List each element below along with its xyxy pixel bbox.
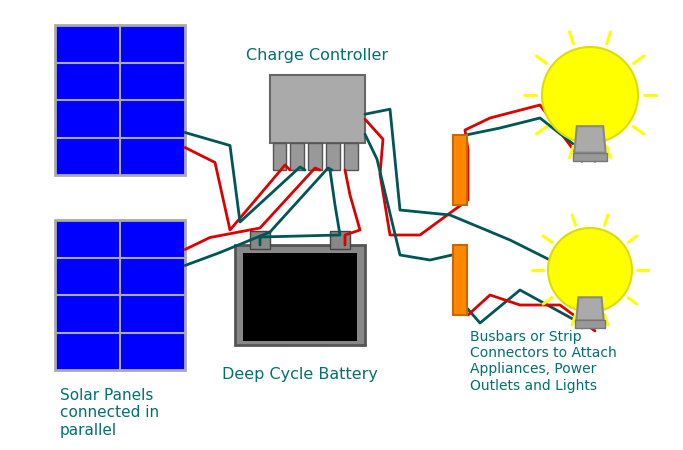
FancyBboxPatch shape (243, 253, 357, 341)
Text: Charge Controller: Charge Controller (247, 48, 389, 63)
FancyBboxPatch shape (326, 144, 339, 170)
FancyBboxPatch shape (575, 320, 605, 328)
FancyBboxPatch shape (273, 144, 286, 170)
FancyBboxPatch shape (453, 245, 467, 315)
FancyBboxPatch shape (55, 220, 185, 370)
FancyBboxPatch shape (55, 25, 185, 175)
FancyBboxPatch shape (235, 245, 365, 345)
FancyBboxPatch shape (453, 135, 467, 205)
FancyBboxPatch shape (290, 144, 304, 170)
FancyBboxPatch shape (250, 231, 270, 249)
Circle shape (542, 47, 638, 143)
FancyBboxPatch shape (573, 153, 607, 161)
FancyBboxPatch shape (330, 231, 350, 249)
Circle shape (548, 228, 632, 312)
Polygon shape (576, 297, 604, 320)
Polygon shape (574, 126, 606, 153)
FancyBboxPatch shape (308, 144, 322, 170)
Text: Deep Cycle Battery: Deep Cycle Battery (222, 367, 378, 382)
Text: Busbars or Strip
Connectors to Attach
Appliances, Power
Outlets and Lights: Busbars or Strip Connectors to Attach Ap… (470, 330, 617, 392)
FancyBboxPatch shape (344, 144, 358, 170)
FancyBboxPatch shape (270, 75, 365, 144)
Text: Solar Panels
connected in
parallel: Solar Panels connected in parallel (60, 388, 159, 438)
